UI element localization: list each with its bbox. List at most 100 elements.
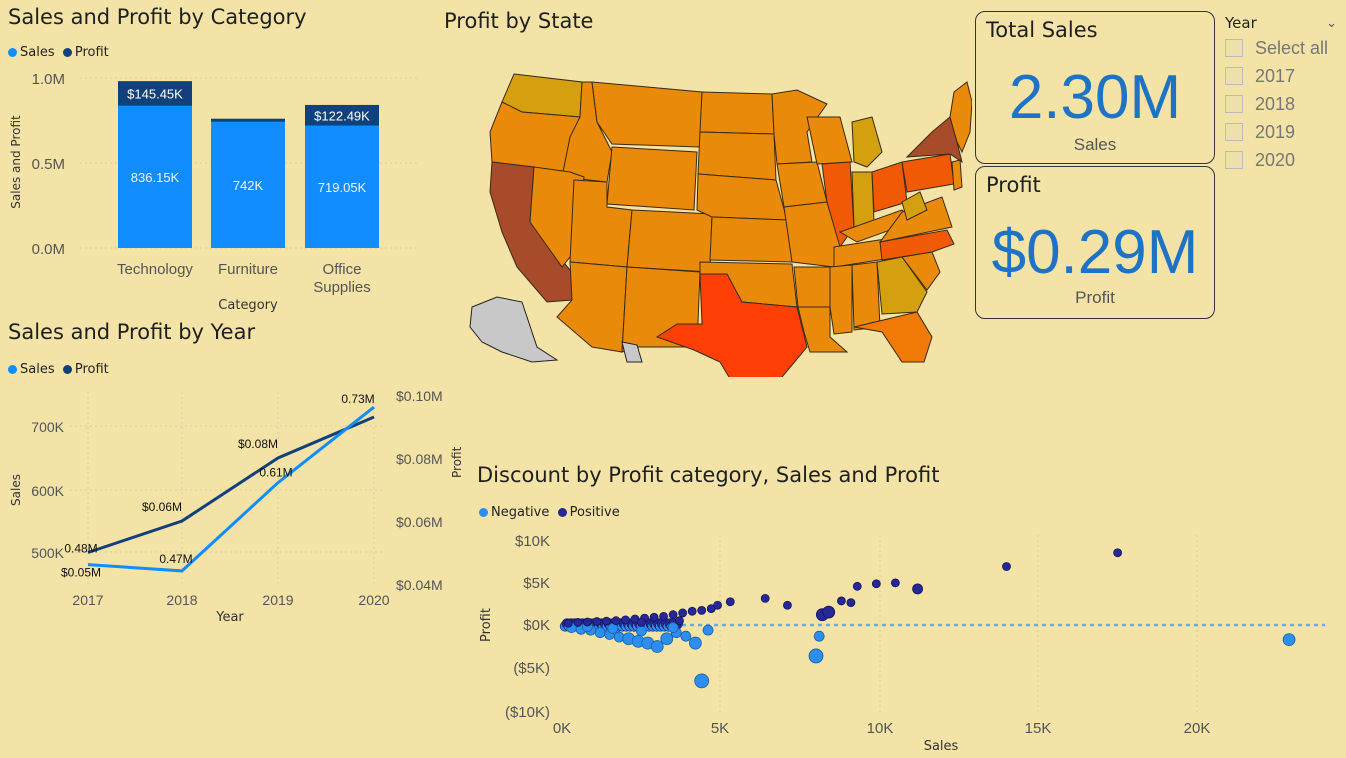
bar-group[interactable]: 836.15K $145.45K 742K 719.05K $122.49K <box>118 81 379 249</box>
state-minnesota[interactable] <box>771 89 828 165</box>
state-wyoming[interactable] <box>606 146 698 211</box>
slicer-option-2019[interactable]: 2019 <box>1225 118 1337 146</box>
year-slicer[interactable]: Year ⌄ Select all 2017 2018 2019 2020 <box>1225 12 1337 174</box>
state-new-england[interactable] <box>949 81 972 154</box>
scatter-points-group[interactable] <box>559 548 1325 689</box>
checkbox[interactable] <box>1225 67 1243 85</box>
scatter-point-positive[interactable] <box>836 596 846 606</box>
scatter-point-negative[interactable] <box>808 648 824 664</box>
state-montana[interactable] <box>591 81 703 148</box>
scatter-point-positive[interactable] <box>890 578 900 588</box>
bar-profit-0[interactable] <box>118 81 192 106</box>
state-west-virginia[interactable] <box>901 191 928 221</box>
state-mississippi[interactable] <box>829 264 853 335</box>
checkbox[interactable] <box>1225 123 1243 141</box>
scatter-point-negative[interactable] <box>702 624 714 636</box>
state-iowa[interactable] <box>776 161 828 208</box>
scatter-point-positive[interactable] <box>822 605 836 619</box>
line-sales-label-1: 0.47M <box>159 552 192 566</box>
line-sales[interactable] <box>87 405 375 573</box>
line-series-group[interactable]: 0.48M 0.47M 0.61M 0.73M $0.05M $0.06M $0.08M <box>61 392 375 580</box>
line-y2tick-2: $0.08M <box>396 451 443 467</box>
scatter-point-positive[interactable] <box>846 598 856 608</box>
state-new-jersey[interactable] <box>951 159 963 191</box>
slicer-option-select-all[interactable]: Select all <box>1225 34 1337 62</box>
bar-sales-2[interactable] <box>305 125 379 248</box>
scatter-point-positive[interactable] <box>573 618 583 627</box>
scatter-point-positive[interactable] <box>636 618 646 627</box>
scatter-point-positive[interactable] <box>783 600 792 610</box>
scatter-point-positive[interactable] <box>583 617 592 627</box>
line-chart-legend[interactable]: Sales Profit <box>8 362 109 377</box>
state-north-dakota[interactable] <box>699 91 775 135</box>
state-kansas[interactable] <box>709 216 793 263</box>
state-colorado[interactable] <box>626 209 713 273</box>
scatter-point-negative[interactable] <box>688 636 702 650</box>
scatter-point-positive[interactable] <box>659 612 669 621</box>
state-nebraska[interactable] <box>696 173 788 221</box>
scatter-point-negative[interactable] <box>680 630 692 642</box>
state-alabama[interactable] <box>851 261 881 331</box>
chevron-down-icon[interactable]: ⌄ <box>1326 15 1337 31</box>
bar-profit-1[interactable] <box>211 118 285 122</box>
scatter-point-positive[interactable] <box>1002 562 1011 571</box>
scatter-point-positive[interactable] <box>713 600 722 610</box>
scatter-point-positive[interactable] <box>852 581 862 591</box>
state-texas[interactable] <box>655 273 808 377</box>
scatter-point-negative[interactable] <box>660 632 674 646</box>
map-states[interactable] <box>489 73 972 377</box>
slicer-header[interactable]: Year ⌄ <box>1225 12 1337 34</box>
slicer-option-2017[interactable]: 2017 <box>1225 62 1337 90</box>
state-michigan[interactable] <box>851 116 883 168</box>
checkbox[interactable] <box>1225 151 1243 169</box>
scatter-point-negative[interactable] <box>813 630 825 642</box>
state-alaska[interactable] <box>469 296 559 363</box>
state-pennsylvania[interactable] <box>901 153 955 193</box>
scatter-point-positive[interactable] <box>760 593 770 603</box>
scatter-point-positive[interactable] <box>592 617 602 626</box>
state-indiana[interactable] <box>851 171 875 228</box>
bar-profit-2[interactable] <box>305 104 379 126</box>
scatter-point-positive[interactable] <box>563 618 573 628</box>
scatter-point-positive[interactable] <box>621 615 630 625</box>
scatter-point-positive[interactable] <box>912 583 924 595</box>
state-illinois[interactable] <box>821 161 855 249</box>
scatter-point-positive[interactable] <box>649 612 659 622</box>
us-profit-map[interactable] <box>462 62 972 377</box>
checkbox[interactable] <box>1225 95 1243 113</box>
state-wisconsin[interactable] <box>806 116 853 165</box>
state-north-carolina[interactable] <box>879 229 955 261</box>
scatter-point-positive[interactable] <box>871 579 881 589</box>
line-profit[interactable] <box>87 415 375 554</box>
slicer-option-2018[interactable]: 2018 <box>1225 90 1337 118</box>
scatter-legend[interactable]: Negative Positive <box>479 505 620 520</box>
scatter-point-positive[interactable] <box>697 605 707 615</box>
state-arkansas[interactable] <box>793 266 835 308</box>
scatter-point-positive[interactable] <box>1113 548 1123 558</box>
state-florida[interactable] <box>853 311 933 363</box>
bar-chart-legend[interactable]: Sales Profit <box>8 45 109 60</box>
scatter-point-negative[interactable] <box>594 627 606 639</box>
profit-card[interactable]: Profit $0.29M Profit <box>975 166 1215 319</box>
state-hawaii[interactable] <box>621 341 643 363</box>
scatter-point-positive[interactable] <box>602 616 611 626</box>
slicer-option-2020[interactable]: 2020 <box>1225 146 1337 174</box>
scatter-point-negative[interactable] <box>1282 633 1296 647</box>
scatter-point-negative[interactable] <box>650 640 664 653</box>
scatter-point-positive[interactable] <box>675 616 684 626</box>
state-south-dakota[interactable] <box>697 131 777 181</box>
scatter-point-positive[interactable] <box>725 597 735 607</box>
scatter-point-negative[interactable] <box>667 622 679 633</box>
total-sales-card[interactable]: Total Sales 2.30M Sales <box>975 11 1215 164</box>
scatter-point-positive[interactable] <box>687 606 697 616</box>
bar-sales-0[interactable] <box>118 105 192 249</box>
scatter-point-positive[interactable] <box>668 610 678 620</box>
scatter-point-positive[interactable] <box>611 616 621 626</box>
scatter-point-negative[interactable] <box>635 625 647 637</box>
scatter-point-positive[interactable] <box>678 608 688 618</box>
checkbox[interactable] <box>1225 39 1243 57</box>
state-ohio[interactable] <box>871 161 908 213</box>
state-virginia[interactable] <box>878 196 953 243</box>
bar-sales-1[interactable] <box>211 121 285 248</box>
scatter-point-negative[interactable] <box>694 673 710 689</box>
